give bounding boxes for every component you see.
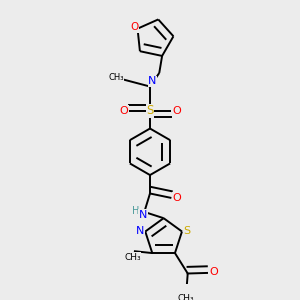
Text: CH₃: CH₃ (178, 294, 195, 300)
Text: S: S (184, 226, 190, 236)
Text: CH₃: CH₃ (124, 253, 141, 262)
Text: O: O (119, 106, 128, 116)
Text: O: O (130, 22, 139, 32)
Text: S: S (146, 104, 154, 117)
Text: O: O (209, 266, 218, 277)
Text: N: N (139, 210, 147, 220)
Text: O: O (172, 193, 181, 203)
Text: O: O (172, 106, 181, 116)
Text: N: N (148, 76, 157, 86)
Text: N: N (136, 226, 144, 236)
Text: CH₃: CH₃ (108, 73, 124, 82)
Text: H: H (132, 206, 140, 215)
